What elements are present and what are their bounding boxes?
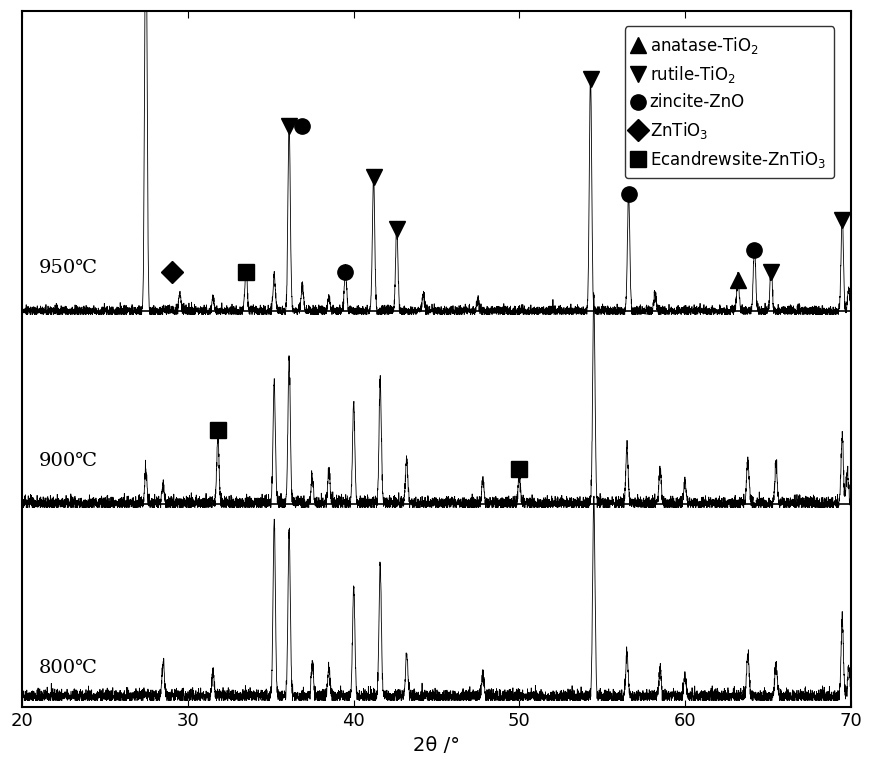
Legend: anatase-TiO$_2$, rutile-TiO$_2$, zincite-ZnO, ZnTiO$_3$, Ecandrewsite-ZnTiO$_3$: anatase-TiO$_2$, rutile-TiO$_2$, zincite… (624, 26, 834, 178)
Text: 950℃: 950℃ (39, 259, 98, 277)
X-axis label: 2θ /°: 2θ /° (413, 736, 460, 755)
Text: 800℃: 800℃ (39, 659, 98, 677)
Text: 900℃: 900℃ (39, 452, 98, 470)
